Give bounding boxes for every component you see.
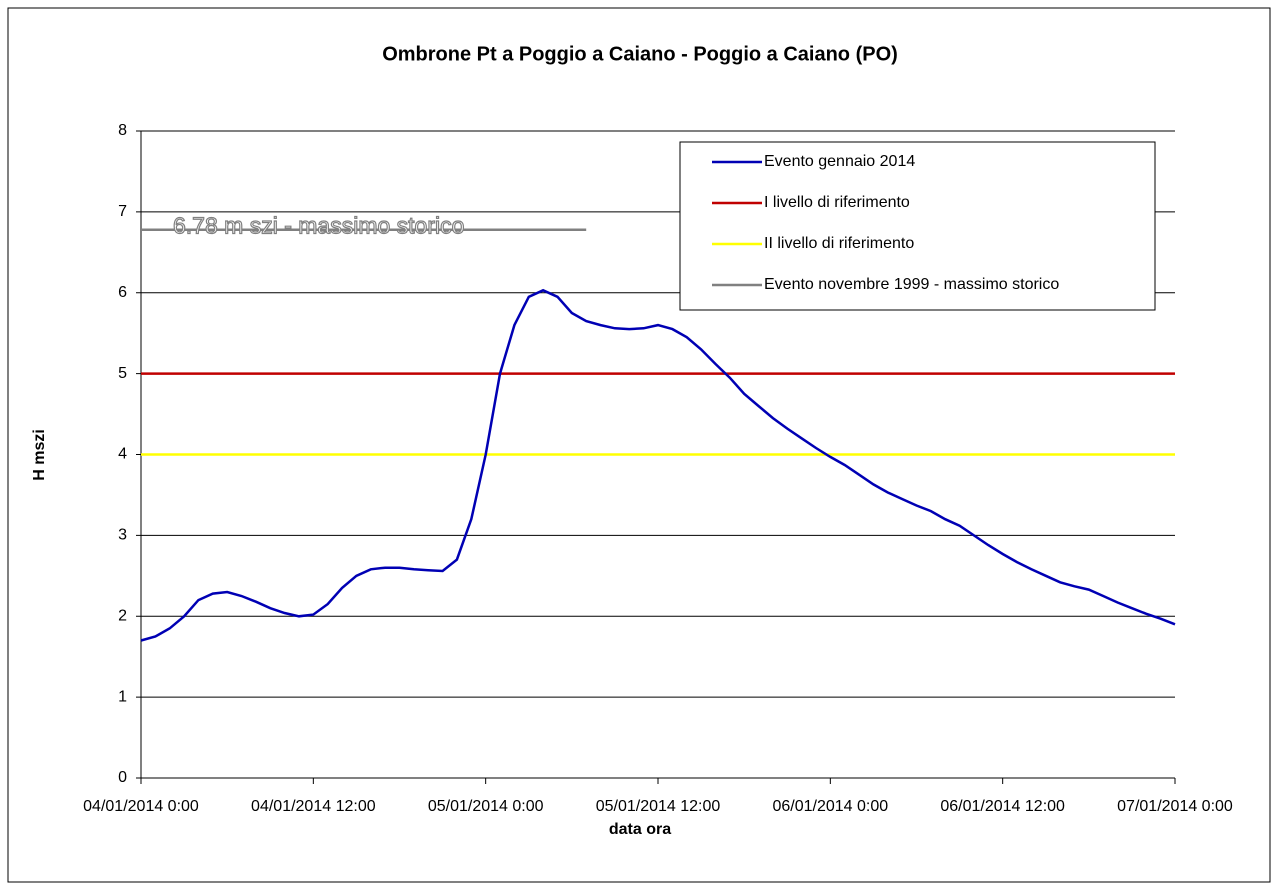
x-tick-label: 05/01/2014 12:00	[596, 798, 721, 815]
legend-label: Evento gennaio 2014	[764, 153, 915, 170]
y-tick-label: 3	[118, 527, 127, 544]
legend-label: II livello di riferimento	[764, 235, 914, 252]
annotation: 6.78 m szi - massimo storico	[173, 213, 464, 239]
chart-frame	[7, 7, 1271, 883]
x-axis-label: data ora	[609, 821, 671, 838]
y-tick-label: 5	[118, 365, 127, 382]
x-tick-label: 05/01/2014 0:00	[428, 798, 544, 815]
x-tick-label: 04/01/2014 12:00	[251, 798, 376, 815]
y-tick-label: 6	[118, 284, 127, 301]
x-tick-label: 06/01/2014 12:00	[940, 798, 1065, 815]
legend-label: I livello di riferimento	[764, 194, 910, 211]
y-axis-label: H mszi	[31, 429, 48, 481]
x-tick-label: 04/01/2014 0:00	[83, 798, 199, 815]
series-line	[140, 288, 1176, 642]
chart-title: Ombrone Pt a Poggio a Caiano - Poggio a …	[382, 43, 898, 65]
y-tick-label: 0	[118, 769, 127, 786]
y-tick-label: 4	[118, 446, 127, 463]
legend-label: Evento novembre 1999 - massimo storico	[764, 276, 1059, 293]
y-tick-label: 7	[118, 203, 127, 220]
legend-box	[679, 141, 1156, 311]
x-tick-label: 06/01/2014 0:00	[772, 798, 888, 815]
y-tick-label: 8	[118, 122, 127, 139]
y-tick-label: 2	[118, 607, 127, 624]
y-tick-label: 1	[118, 688, 127, 705]
x-tick-label: 07/01/2014 0:00	[1117, 798, 1233, 815]
